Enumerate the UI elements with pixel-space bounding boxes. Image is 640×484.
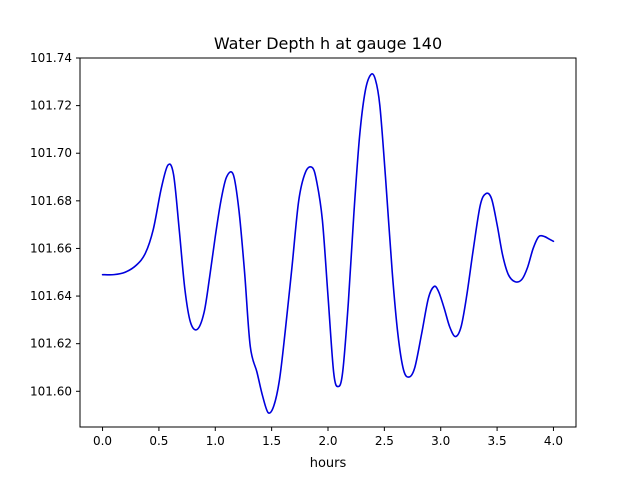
x-axis-label: hours [310,456,347,471]
x-tick-label: 1.0 [206,434,225,448]
y-tick-label: 101.68 [30,194,72,208]
y-tick-label: 101.60 [30,384,72,398]
y-tick-label: 101.74 [30,51,72,65]
x-tick-label: 2.5 [375,434,394,448]
y-tick-label: 101.72 [30,99,72,113]
x-tick-label: 3.0 [431,434,450,448]
x-tick-label: 4.0 [544,434,563,448]
series-line [101,73,555,414]
x-tick-label: 0.0 [93,434,112,448]
x-axis: 0.0 0.5 1.0 1.5 2.0 2.5 3.0 3.5 4.0 [93,427,563,448]
x-tick-label: 0.5 [149,434,168,448]
y-tick-label: 101.66 [30,241,72,255]
x-tick-label: 1.5 [262,434,281,448]
y-tick-label: 101.62 [30,337,72,351]
chart-title: Water Depth h at gauge 140 [214,34,442,53]
plot-area [101,73,555,414]
y-tick-label: 101.70 [30,146,72,160]
axes-frame [79,57,577,428]
x-tick-label: 3.5 [488,434,507,448]
y-axis: 101.60 101.62 101.64 101.66 101.68 101.70 101.… [30,51,80,398]
x-tick-label: 2.0 [318,434,337,448]
y-tick-label: 101.64 [30,289,72,303]
